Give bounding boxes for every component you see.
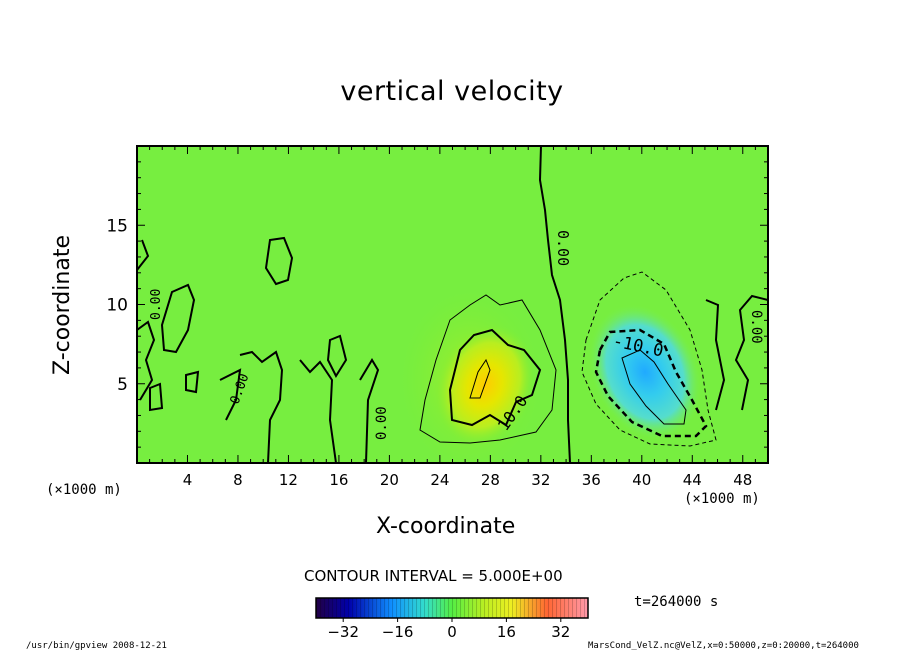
z-axis-ticks: 5 10 15 (106, 161, 768, 448)
contour-label: 0.00 (748, 310, 764, 344)
chart-title: vertical velocity (340, 76, 564, 107)
negative-contours (581, 271, 717, 447)
z-tick-label: 5 (117, 375, 128, 395)
contour-label: 0.00 (374, 406, 390, 440)
colorbar-ticks: −32 −16 0 16 32 (327, 618, 570, 641)
velocity-field: 0.00 0.00 0.00 0.00 0.00 10.0 -10.0 (137, 146, 768, 463)
x-tick-label: 28 (481, 471, 500, 489)
x-unit-label: (×1000 m) (684, 491, 760, 507)
time-label: t=264000 s (634, 594, 719, 610)
x-tick-label: 48 (733, 471, 752, 489)
x-tick-label: 12 (279, 471, 298, 489)
x-tick-label: 16 (329, 471, 348, 489)
contour-label: 0.00 (554, 230, 572, 266)
colorbar: −32 −16 0 16 32 (315, 597, 589, 641)
x-tick-label: 4 (183, 471, 193, 489)
z-tick-label: 15 (106, 216, 128, 236)
colorbar-tick-label: −16 (382, 623, 414, 641)
x-tick-label: 24 (430, 471, 449, 489)
footer-right: MarsCond_VelZ.nc@VelZ,x=0:50000,z=0:2000… (588, 641, 859, 651)
x-tick-label: 40 (632, 471, 651, 489)
zero-contours (137, 146, 768, 463)
colorbar-tick-label: 32 (551, 623, 570, 641)
x-axis-ticks: 4 8 12 16 20 24 28 32 36 40 44 48 (149, 146, 756, 489)
x-tick-label: 44 (683, 471, 702, 489)
x-tick-label: 36 (582, 471, 601, 489)
z-axis-label-text: Z-coordinate (50, 235, 75, 375)
z-unit-label: (×1000 m) (46, 482, 122, 498)
footer-left: /usr/bin/gpview 2008-12-21 (26, 641, 167, 651)
x-tick-label: 20 (380, 471, 399, 489)
x-tick-label: 32 (531, 471, 550, 489)
positive-contours (419, 294, 557, 444)
x-axis-label: X-coordinate (376, 514, 516, 539)
contour-label: 0.00 (149, 289, 164, 320)
contour-interval: CONTOUR INTERVAL = 5.000E+00 (304, 567, 563, 585)
colorbar-tick-label: 16 (497, 623, 516, 641)
colorbar-tick-label: −32 (327, 623, 359, 641)
x-tick-label: 8 (233, 471, 243, 489)
colorbar-tick-label: 0 (447, 623, 457, 641)
z-tick-label: 10 (106, 296, 128, 316)
